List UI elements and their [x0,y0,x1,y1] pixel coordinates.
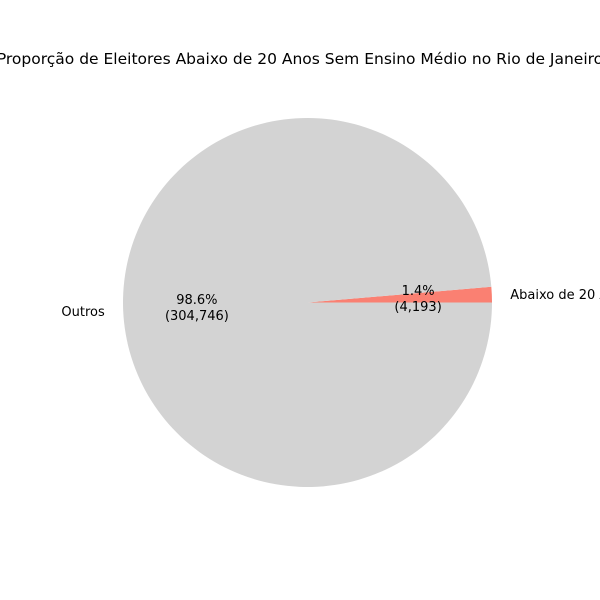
slice-percent-abaixo-de-20-anos: 1.4% [402,284,435,299]
slice-label-outros: Outros [61,305,105,320]
chart-title: Proporção de Eleitores Abaixo de 20 Anos… [0,50,600,68]
slice-percent-outros: 98.6% [176,293,217,308]
slice-count-outros: (304,746) [165,309,229,324]
slice-count-abaixo-de-20-anos: (4,193) [394,300,441,315]
slice-label-abaixo-de-20-anos: Abaixo de 20 Anos [510,288,600,303]
